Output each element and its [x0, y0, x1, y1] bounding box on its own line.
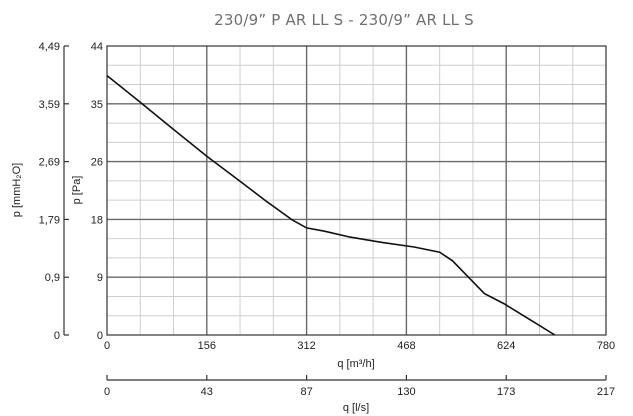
secondary-x-tick-label: 0 — [104, 386, 110, 398]
secondary-x-tick-label: 217 — [597, 386, 615, 398]
secondary-y-tick-label: 0 — [54, 330, 60, 342]
y-tick-label: 26 — [91, 157, 103, 169]
secondary-x-axis: q [l/s] 0 43 87 130 173 217 — [104, 375, 615, 414]
y-tick-label: 9 — [97, 272, 103, 284]
y-tick-label: 0 — [97, 330, 103, 342]
x-tick-label: 0 — [104, 340, 110, 352]
x-tick-label: 624 — [497, 340, 515, 352]
chart-title: 230/9” P AR LL S - 230/9” AR LL S — [214, 11, 474, 29]
y-axis-label: p [Pa] — [71, 176, 83, 205]
secondary-x-tick-label: 87 — [300, 386, 312, 398]
y-tick-label: 18 — [91, 214, 103, 226]
secondary-x-axis-label: q [l/s] — [343, 402, 369, 414]
x-tick-label: 156 — [198, 340, 216, 352]
y-tick-label: 35 — [91, 99, 103, 111]
plot-frame — [106, 45, 607, 336]
secondary-y-axis-label: p [mmH₂O] — [11, 163, 23, 217]
y-axis: p [Pa] 0 9 18 26 35 44 — [71, 41, 103, 342]
x-tick-label: 780 — [597, 340, 615, 352]
secondary-y-tick-label: 3,59 — [39, 99, 60, 111]
x-axis-label: q [m³/h] — [337, 358, 374, 370]
secondary-y-tick-label: 0,9 — [45, 272, 60, 284]
x-axis: q [m³/h] 0 156 312 468 624 780 — [104, 340, 615, 370]
secondary-y-tick-label: 2,69 — [39, 157, 60, 169]
secondary-x-tick-label: 130 — [397, 386, 415, 398]
x-tick-label: 468 — [397, 340, 415, 352]
secondary-y-tick-label: 1,79 — [39, 214, 60, 226]
secondary-y-axis: p [mmH₂O] 0 0,9 1,79 2,69 3,59 4,49 — [11, 41, 69, 342]
secondary-x-tick-label: 43 — [201, 386, 213, 398]
y-tick-label: 44 — [91, 41, 103, 53]
series-line — [106, 74, 556, 336]
x-tick-label: 312 — [297, 340, 315, 352]
secondary-x-tick-label: 173 — [497, 386, 515, 398]
grid — [107, 46, 606, 335]
secondary-y-tick-label: 4,49 — [39, 41, 60, 53]
